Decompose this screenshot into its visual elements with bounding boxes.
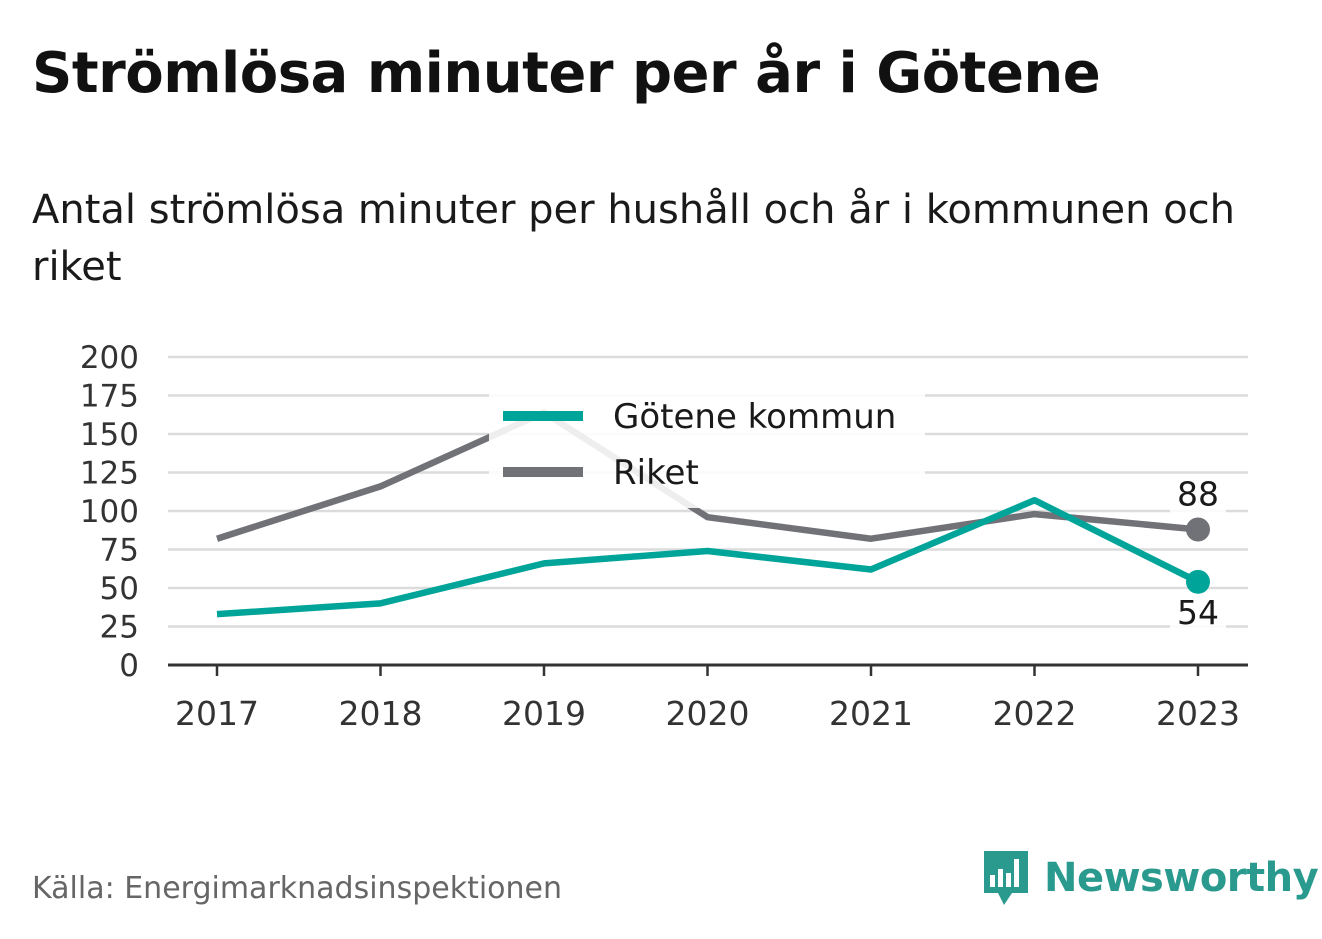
legend-label: Götene kommun [613,397,896,437]
y-tick-label: 125 [80,456,139,492]
end-labels: 54 88 [1170,474,1226,632]
y-tick-label: 100 [80,494,139,530]
x-tick-label: 2023 [1156,694,1240,733]
chart-title: Strömlösa minuter per år i Götene [32,41,1101,106]
x-tick-label: 2022 [993,694,1077,733]
x-axis-ticks: 2017 2018 2019 2020 2021 2022 2023 [175,665,1240,733]
brand-logo[interactable]: Newsworthy [980,846,1319,910]
legend-label: Riket [613,453,699,493]
x-tick-label: 2018 [339,694,423,733]
end-value-label: 88 [1177,474,1219,513]
series-end-marker [1186,517,1210,542]
end-value-label: 54 [1177,593,1219,632]
legend-background [489,386,925,508]
end-label-background [1170,475,1226,514]
y-tick-label: 200 [80,340,139,376]
y-tick-label: 0 [119,648,139,684]
legend: Götene kommun Riket [489,386,925,508]
x-tick-label: 2019 [502,694,586,733]
y-tick-label: 25 [100,610,139,646]
y-tick-label: 175 [80,379,139,415]
series-line [216,409,1199,542]
x-tick-label: 2020 [666,694,750,733]
source-note: Källa: Energimarknadsinspektionen [32,871,563,906]
x-tick-label: 2021 [829,694,913,733]
newsworthy-bar-chart-logo-icon [984,851,1028,905]
chart-subtitle: Antal strömlösa minuter per hushåll och … [32,187,1236,290]
series-line [216,496,1200,618]
y-tick-label: 75 [100,533,139,569]
data-series [216,409,1210,618]
end-label-background [1170,593,1226,632]
y-tick-label: 50 [100,571,139,607]
series-end-marker [1186,569,1210,594]
x-tick-label: 2017 [175,694,259,733]
y-tick-label: 150 [80,417,139,453]
brand-name: Newsworthy [1044,855,1319,901]
